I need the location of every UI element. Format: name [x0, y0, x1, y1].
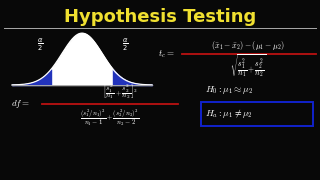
Text: $\frac{\alpha}{2}$: $\frac{\alpha}{2}$	[37, 37, 43, 53]
Text: $1 - \alpha$: $1 - \alpha$	[70, 51, 94, 62]
Text: Hypothesis Testing: Hypothesis Testing	[64, 8, 256, 26]
Text: $(\bar{x}_1 - \bar{x}_2) - (\mu_1 - \mu_2)$: $(\bar{x}_1 - \bar{x}_2) - (\mu_1 - \mu_…	[211, 39, 285, 51]
Text: $H_0: \mu_1 \approx \mu_2$: $H_0: \mu_1 \approx \mu_2$	[205, 84, 253, 96]
Text: $\left[\dfrac{s_1^2}{n_1} + \dfrac{s_2^2}{n_2}\right]^2$: $\left[\dfrac{s_1^2}{n_1} + \dfrac{s_2^2…	[102, 83, 138, 101]
FancyBboxPatch shape	[201, 102, 313, 126]
Text: $H_a: \mu_1 \neq \mu_2$: $H_a: \mu_1 \neq \mu_2$	[205, 107, 253, 120]
Text: $df =$: $df =$	[11, 98, 30, 110]
Text: $\frac{\alpha}{2}$: $\frac{\alpha}{2}$	[122, 37, 128, 53]
Text: $\dfrac{(s_1^2/n_1)^2}{n_1 - 1} + \dfrac{(s_2^2/n_2)^2}{n_2 - 2}$: $\dfrac{(s_1^2/n_1)^2}{n_1 - 1} + \dfrac…	[80, 108, 140, 128]
Text: $\sqrt{\dfrac{s_1^2}{n_1} + \dfrac{s_2^2}{n_2}}$: $\sqrt{\dfrac{s_1^2}{n_1} + \dfrac{s_2^2…	[230, 53, 266, 79]
Text: $t_c =$: $t_c =$	[158, 48, 175, 60]
